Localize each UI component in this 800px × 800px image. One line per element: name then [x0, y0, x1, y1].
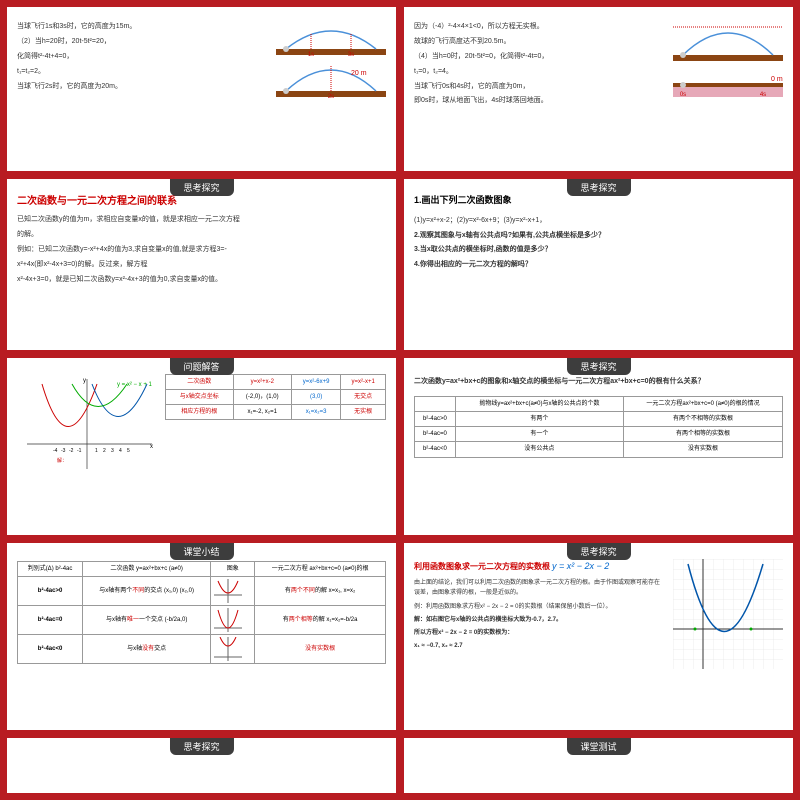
- text: 由上面的结论，我们可以利用二次函数的图象求一元二次方程的根。由于作图或观察可能存…: [414, 578, 665, 598]
- text: 当球飞行2s时，它的高度为20m。: [17, 81, 268, 93]
- text: 的解。: [17, 229, 386, 241]
- tab-label: 课堂测试: [566, 738, 630, 755]
- slide-r3c2: 思考探究 二次函数y=ax²+bx+c的图象和x轴交点的横坐标与一元二次方程ax…: [403, 357, 794, 536]
- parabola-diagram-1: 1s 3s: [276, 21, 386, 57]
- text: 解：如右图它与x轴的公共点的横坐标大致为-0.7，2.7。: [414, 615, 665, 625]
- slide-r2c1: 思考探究 二次函数与一元二次方程之间的联系 已知二次函数y的值为m，求相应自变量…: [6, 178, 397, 350]
- table-discriminant: 抛物线y=ax²+bx+c(a≠0)与x轴的公共点的个数一元二次方程ax²+bx…: [414, 396, 783, 458]
- svg-text:x: x: [150, 444, 153, 450]
- svg-text:4s: 4s: [760, 92, 766, 98]
- svg-text:4: 4: [119, 448, 122, 454]
- svg-text:-2: -2: [69, 448, 74, 454]
- svg-text:2s: 2s: [328, 94, 334, 99]
- graph-parabolas: y = x² − x + 1 -1 12345 -4-3-2 x y 解：: [17, 374, 157, 474]
- text: 化简得t²-4t+4=0，: [17, 51, 268, 63]
- text: 例：利用函数图象求方程x² − 2x − 2 = 0的实数根（结果保留小数后一位…: [414, 602, 665, 612]
- tab-label: 思考探究: [566, 543, 630, 560]
- table-summary: 判别式(Δ) b²-4ac二次函数 y=ax²+bx+c (a≠0)图象一元二次…: [17, 561, 386, 664]
- tab-label: 思考探究: [566, 358, 630, 375]
- slide-r5c2: 课堂测试: [403, 737, 794, 794]
- slide-r1c2: 因为（-4）²-4×4×1<0，所以方程无实根。 故球的飞行高度达不到20.5m…: [403, 6, 794, 172]
- tab-label: 问题解答: [169, 358, 233, 375]
- svg-text:解：: 解：: [57, 457, 67, 464]
- title: 利用函数图象求一元二次方程的实数根: [414, 562, 550, 571]
- slide-r4c1: 课堂小结 判别式(Δ) b²-4ac二次函数 y=ax²+bx+c (a≠0)图…: [6, 542, 397, 731]
- text: x²+4x(即x²-4x+3=0)的解。反过来，解方程: [17, 259, 386, 271]
- text: 4.你得出相应的一元二次方程的解吗？: [414, 259, 783, 271]
- svg-text:-3: -3: [61, 448, 66, 454]
- slide-r5c1: 思考探究: [6, 737, 397, 794]
- text: (1)y=x²+x-2；(2)y=x²-6x+9；(3)y=x²-x+1，: [414, 215, 783, 227]
- svg-text:2: 2: [103, 448, 106, 454]
- text: 因为（-4）²-4×4×1<0，所以方程无实根。: [414, 21, 665, 33]
- equation: y = x² − 2x − 2: [552, 561, 609, 571]
- svg-text:-4: -4: [53, 448, 58, 454]
- text: 故球的飞行高度达不到20.5m。: [414, 36, 665, 48]
- slide-r2c2: 思考探究 1.画出下列二次函数图象 (1)y=x²+x-2；(2)y=x²-6x…: [403, 178, 794, 350]
- tab-label: 课堂小结: [169, 543, 233, 560]
- svg-text:y = x² − x + 1: y = x² − x + 1: [117, 382, 153, 388]
- svg-text:y: y: [83, 378, 86, 384]
- svg-text:0 m: 0 m: [771, 76, 783, 83]
- text: x²-4x+3=0，就是已知二次函数y=x²-4x+3的值为0,求自变量x的值。: [17, 274, 386, 286]
- svg-text:3: 3: [111, 448, 114, 454]
- text: 所以方程x² − 2x − 2 = 0的实数根为：: [414, 628, 665, 638]
- tab-label: 思考探究: [169, 738, 233, 755]
- svg-text:3s: 3s: [348, 52, 354, 57]
- text: 例如：已知二次函数y=-x²+4x的值为3,求自变量x的值,就是求方程3=-: [17, 244, 386, 256]
- text: 3.当x取公共点的横坐标时,函数的值是多少？: [414, 244, 783, 256]
- tab-label: 思考探究: [169, 179, 233, 196]
- slide-r4c2: 思考探究 利用函数图象求一元二次方程的实数根 y = x² − 2x − 2 由…: [403, 542, 794, 731]
- graph-parabola-solve: [673, 559, 783, 669]
- text: （2）当h=20时，20t-5t²=20，: [17, 36, 268, 48]
- svg-text:5: 5: [127, 448, 130, 454]
- svg-text:-1: -1: [77, 448, 82, 454]
- svg-text:1s: 1s: [308, 52, 314, 57]
- slide-r1c1: 当球飞行1s和3s时，它的高度为15m。 （2）当h=20时，20t-5t²=2…: [6, 6, 397, 172]
- text: x₁ ≈ −0.7, x₂ ≈ 2.7: [414, 641, 665, 651]
- text: 当球飞行1s和3s时，它的高度为15m。: [17, 21, 268, 33]
- slide-r3c1: 问题解答 y = x² − x + 1 -1 12345 -4-3-2 x y 解：…: [6, 357, 397, 536]
- svg-text:0s: 0s: [680, 92, 686, 98]
- text: t₁=0，t₂=4。: [414, 66, 665, 78]
- text: 当球飞行0s和4s时，它的高度为0m，: [414, 81, 665, 93]
- svg-text:20 m: 20 m: [351, 70, 367, 77]
- parabola-diagram-2: 20 m 2s: [276, 57, 386, 99]
- text: 即0s时，球从地面飞出，4s时球落回地面。: [414, 95, 665, 107]
- parabola-diagram-4: 0s 4s 0 m: [673, 63, 783, 99]
- text: 2.观察其图象与x轴有公共点吗?如果有,公共点横坐标是多少？: [414, 230, 783, 242]
- text: 已知二次函数y的值为m，求相应自变量x的值，就是求相应一元二次方程: [17, 214, 386, 226]
- text: 二次函数y=ax²+bx+c的图象和x轴交点的横坐标与一元二次方程ax²+bx+…: [414, 376, 783, 388]
- table-roots: 二次函数y=x²+x-2y=x²-6x+9y=x²-x+1 与x轴交点坐标(-2…: [165, 374, 386, 421]
- svg-text:1: 1: [95, 448, 98, 454]
- tab-label: 思考探究: [566, 179, 630, 196]
- text: t₁=t₂=2。: [17, 66, 268, 78]
- text: （4）当h=0时，20t-5t²=0，化简得t²-4t=0，: [414, 51, 665, 63]
- parabola-diagram-3: [673, 21, 783, 63]
